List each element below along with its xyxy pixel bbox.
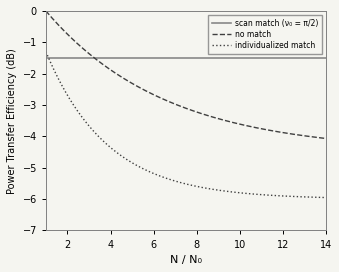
Legend: scan match (ν₀ = π/2), no match, individualized match: scan match (ν₀ = π/2), no match, individ…: [208, 15, 322, 54]
Y-axis label: Power Transfer Efficiency (dB): Power Transfer Efficiency (dB): [7, 48, 17, 194]
X-axis label: N / N₀: N / N₀: [170, 255, 202, 265]
